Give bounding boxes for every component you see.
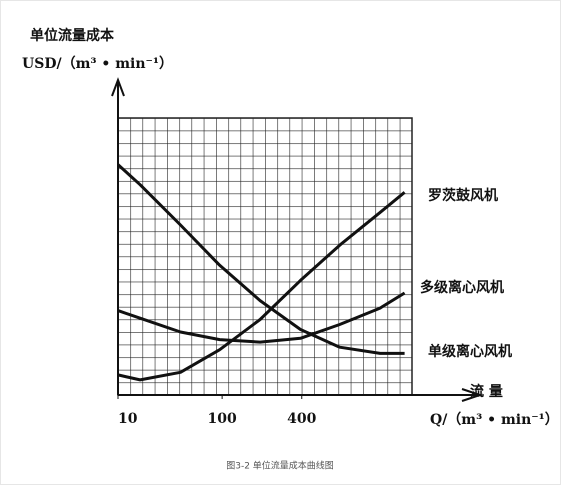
series-label: 单级离心风机 [428, 343, 512, 360]
x-label: 流 量 [470, 383, 503, 400]
x-tick-label: 10 [118, 411, 138, 427]
curve [117, 291, 406, 344]
caption: 图3-2 单位流量成本曲线图 [226, 460, 334, 472]
y-label: 单位流量成本 [30, 27, 115, 44]
x-tick-label: 400 [287, 411, 316, 427]
y-unit: USD/（m³ • min⁻¹） [22, 56, 173, 72]
x-axis [118, 388, 484, 402]
series-label: 罗茨鼓风机 [428, 187, 498, 204]
curve [116, 163, 405, 355]
x-tick-label: 100 [208, 411, 237, 427]
curve [117, 191, 406, 382]
series-label: 多级离心风机 [420, 279, 504, 296]
x-unit: Q/（m³ • min⁻¹） [430, 412, 559, 428]
grid [117, 117, 413, 396]
y-axis [111, 77, 125, 395]
